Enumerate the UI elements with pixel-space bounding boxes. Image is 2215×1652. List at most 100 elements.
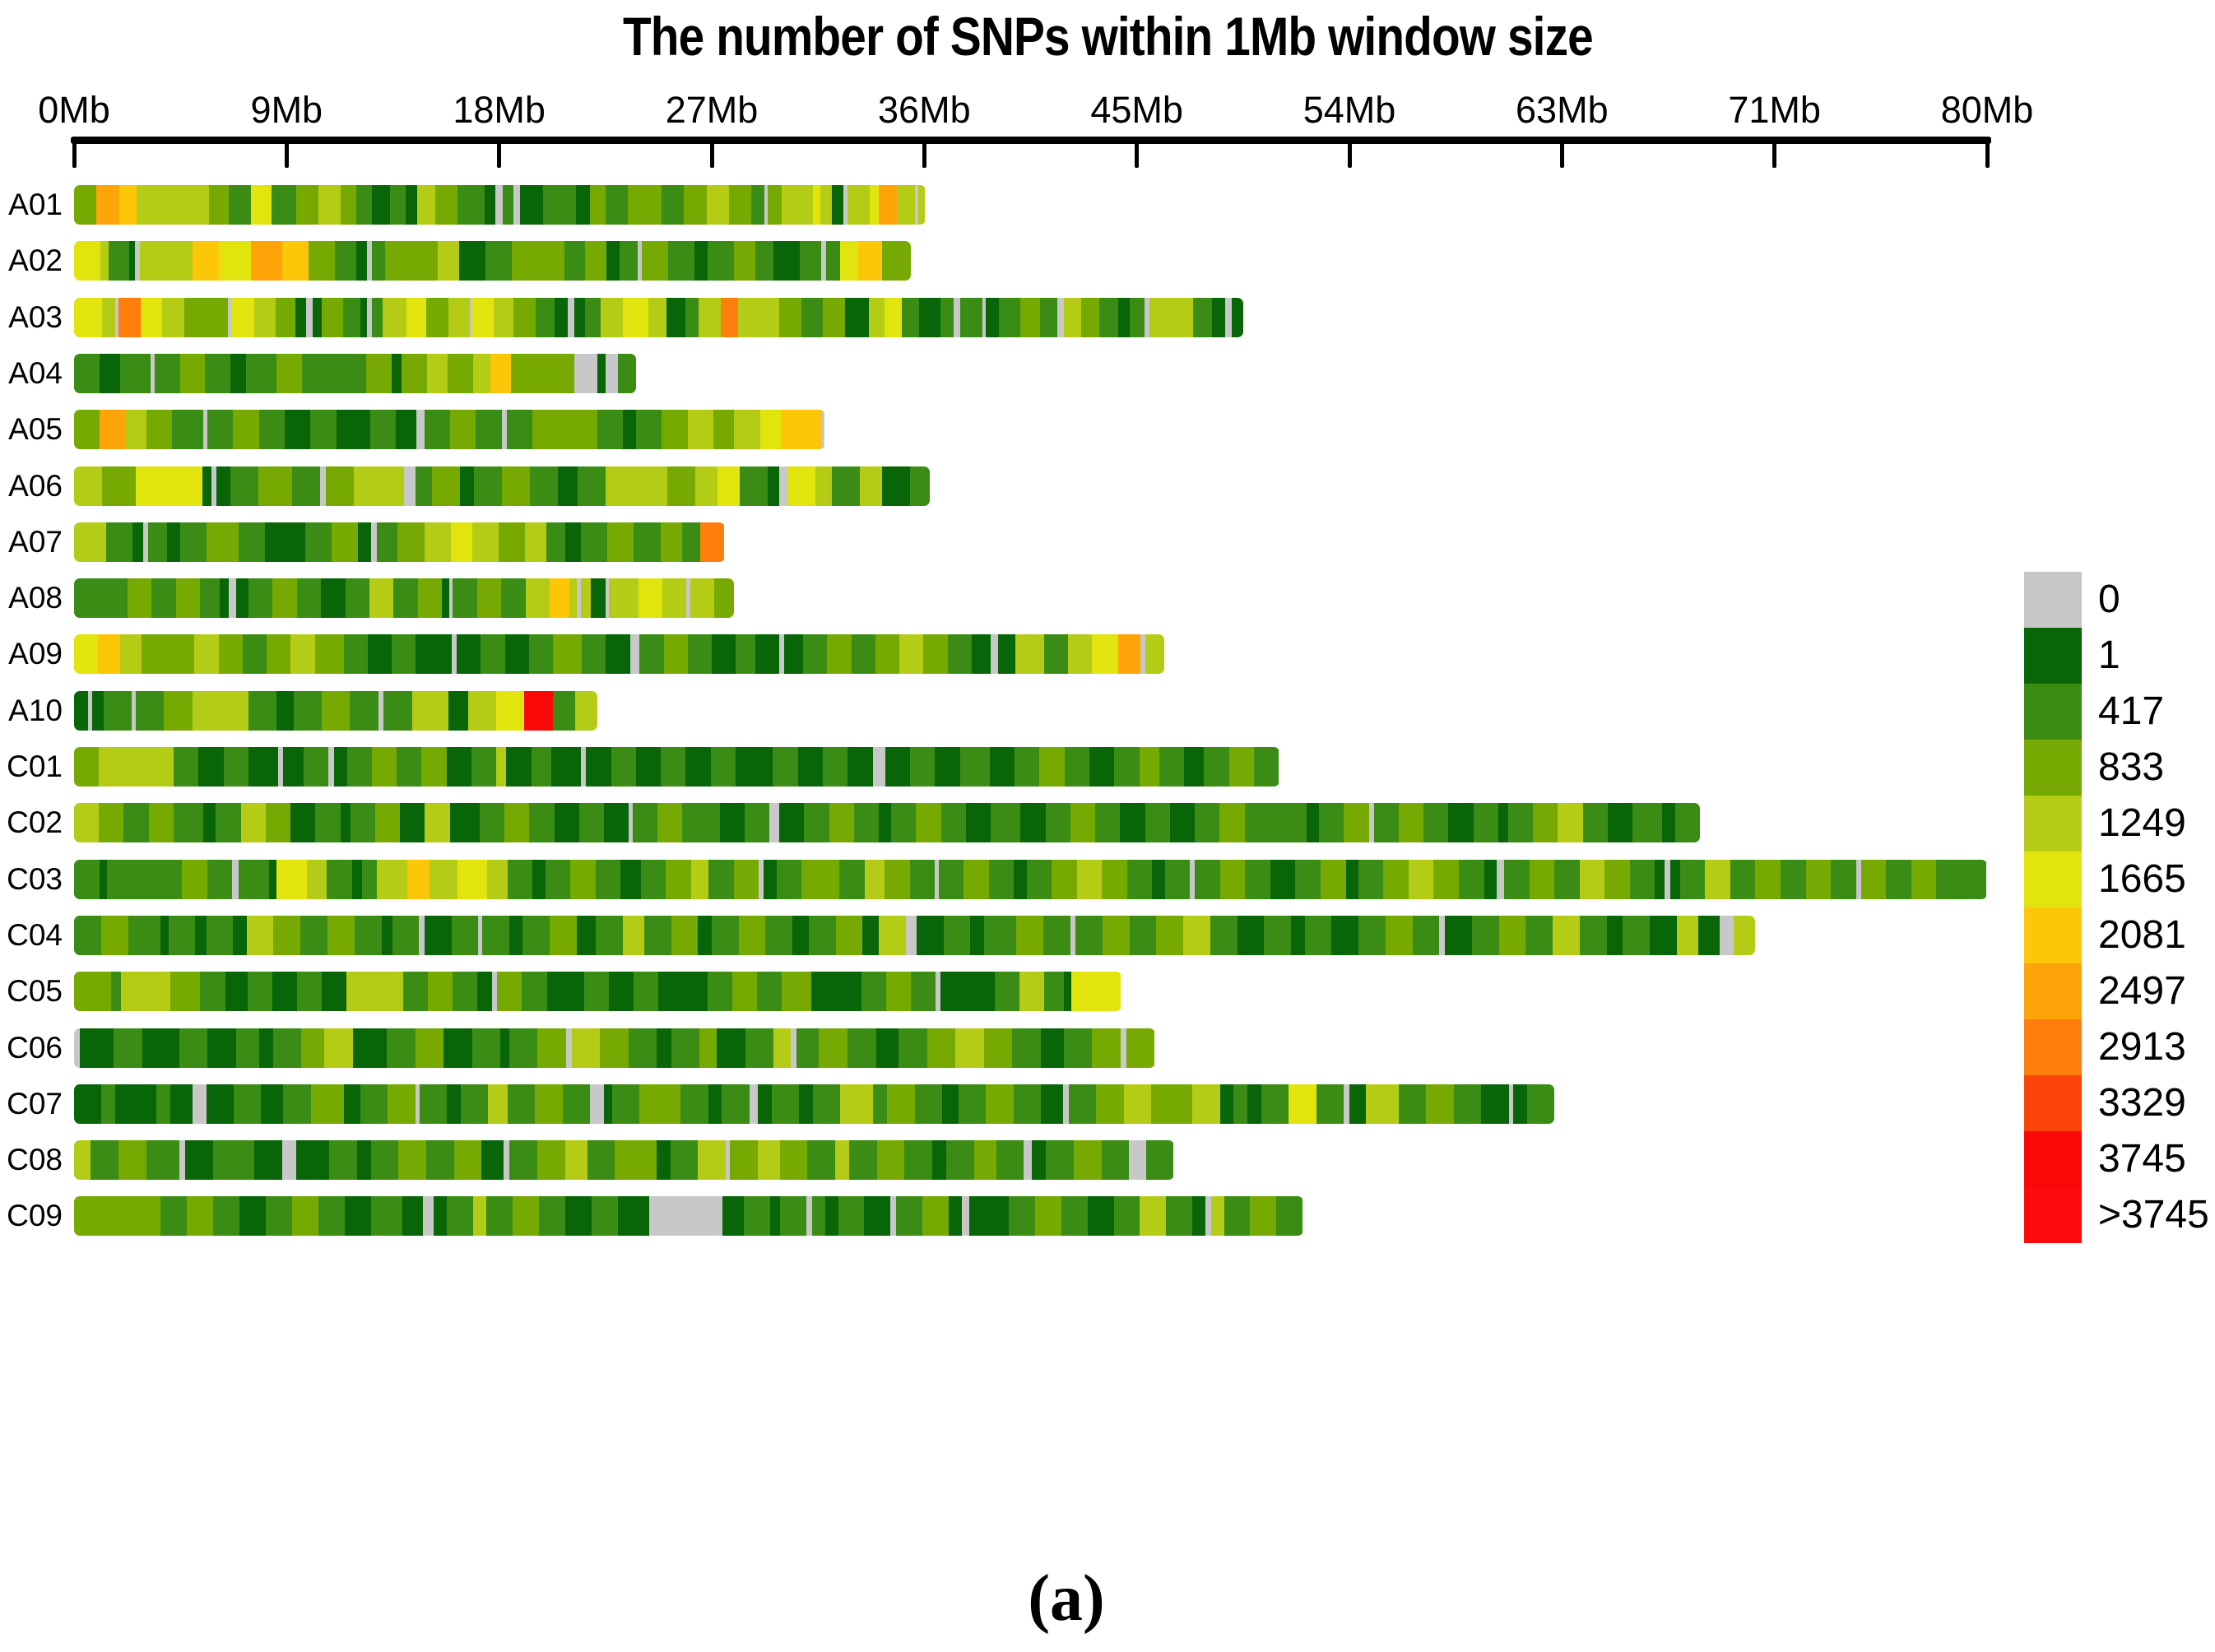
density-segment <box>205 353 231 393</box>
density-segment <box>318 185 341 225</box>
density-segment <box>203 803 216 843</box>
density-segment <box>1210 1196 1224 1237</box>
density-segment <box>458 241 485 281</box>
legend-entry: 833 <box>2024 740 2209 796</box>
density-segment <box>345 578 369 619</box>
density-segment <box>680 1084 708 1124</box>
density-segment <box>1439 915 1445 955</box>
density-segment <box>426 353 448 393</box>
density-segment <box>1304 915 1332 955</box>
density-segment <box>322 690 351 731</box>
density-segment <box>1098 297 1119 337</box>
density-legend: 0 1 417 833 1249 1665 2081 2497 2913 3329 3745 >374… <box>2024 572 2209 1243</box>
density-segment <box>722 1196 744 1237</box>
density-segment <box>1508 1084 1513 1124</box>
density-segment <box>710 747 736 787</box>
density-segment <box>267 634 291 675</box>
density-segment <box>574 297 586 337</box>
legend-swatch <box>2024 1131 2082 1187</box>
density-segment <box>383 690 412 731</box>
density-segment <box>1579 859 1605 899</box>
axis-tick <box>1347 138 1352 168</box>
density-segment <box>254 1140 282 1181</box>
density-segment <box>442 578 450 619</box>
density-segment <box>1232 297 1243 337</box>
density-segment <box>1076 859 1103 899</box>
density-segment <box>102 297 116 337</box>
density-segment <box>835 1140 849 1181</box>
density-segment <box>945 1140 974 1181</box>
density-segment <box>1139 747 1159 787</box>
density-segment <box>910 972 936 1012</box>
density-segment <box>320 466 326 506</box>
density-segment <box>875 1028 899 1068</box>
density-segment <box>335 241 356 281</box>
density-segment <box>914 185 918 225</box>
density-segment <box>568 297 575 337</box>
axis-tick-label: 80Mb <box>1940 89 2034 131</box>
density-segment <box>513 297 536 337</box>
density-segment <box>273 915 301 955</box>
density-segment <box>449 803 480 843</box>
density-segment <box>996 1140 1024 1181</box>
density-segment <box>635 747 662 787</box>
density-segment <box>1024 1140 1033 1181</box>
density-segment <box>745 1028 774 1068</box>
density-segment <box>411 690 449 731</box>
density-segment <box>973 1140 996 1181</box>
density-segment <box>164 690 193 731</box>
density-segment <box>844 297 870 337</box>
density-segment <box>494 297 513 337</box>
density-segment <box>595 915 623 955</box>
density-segment <box>885 972 911 1012</box>
density-segment <box>914 1084 942 1124</box>
density-segment <box>468 690 497 731</box>
density-segment <box>955 1028 984 1068</box>
legend-entry: 2913 <box>2024 1019 2209 1075</box>
density-segment <box>998 634 1015 675</box>
density-segment <box>1412 915 1440 955</box>
density-segment <box>1264 915 1292 955</box>
density-segment <box>734 410 760 450</box>
density-segment <box>351 859 362 899</box>
density-segment <box>829 803 854 843</box>
density-segment <box>374 803 401 843</box>
density-segment <box>600 1028 629 1068</box>
density-segment <box>755 241 774 281</box>
density-segment <box>529 803 555 843</box>
density-segment <box>402 1196 424 1237</box>
density-segment <box>388 1084 416 1124</box>
density-segment <box>1012 1028 1042 1068</box>
density-segment <box>160 1196 188 1237</box>
density-segment <box>899 1028 927 1068</box>
density-segment <box>1039 747 1065 787</box>
density-segment <box>618 353 636 393</box>
density-segment <box>1219 859 1246 899</box>
legend-label: 1665 <box>2098 857 2186 901</box>
density-segment <box>449 578 453 619</box>
density-segment <box>340 353 366 393</box>
density-segment <box>779 1140 808 1181</box>
density-segment <box>1145 297 1149 337</box>
density-segment <box>193 241 220 281</box>
density-segment <box>671 1028 700 1068</box>
density-segment <box>764 859 777 899</box>
density-segment <box>885 859 910 899</box>
density-segment <box>576 578 582 619</box>
density-segment <box>1233 1084 1248 1124</box>
density-segment <box>513 185 521 225</box>
density-segment <box>872 747 885 787</box>
density-segment <box>1423 803 1449 843</box>
density-segment <box>870 185 880 225</box>
axis-tick-label: 54Mb <box>1303 89 1396 131</box>
density-segment <box>779 803 805 843</box>
density-segment <box>661 747 686 787</box>
density-segment <box>326 859 352 899</box>
density-segment <box>212 1140 255 1181</box>
density-segment <box>151 578 176 619</box>
density-segment <box>377 859 407 899</box>
density-segment <box>265 1196 292 1237</box>
density-segment <box>827 634 852 675</box>
density-segment <box>148 522 167 562</box>
density-segment <box>119 634 142 675</box>
